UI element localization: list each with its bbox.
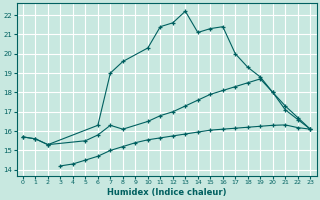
X-axis label: Humidex (Indice chaleur): Humidex (Indice chaleur): [107, 188, 226, 197]
